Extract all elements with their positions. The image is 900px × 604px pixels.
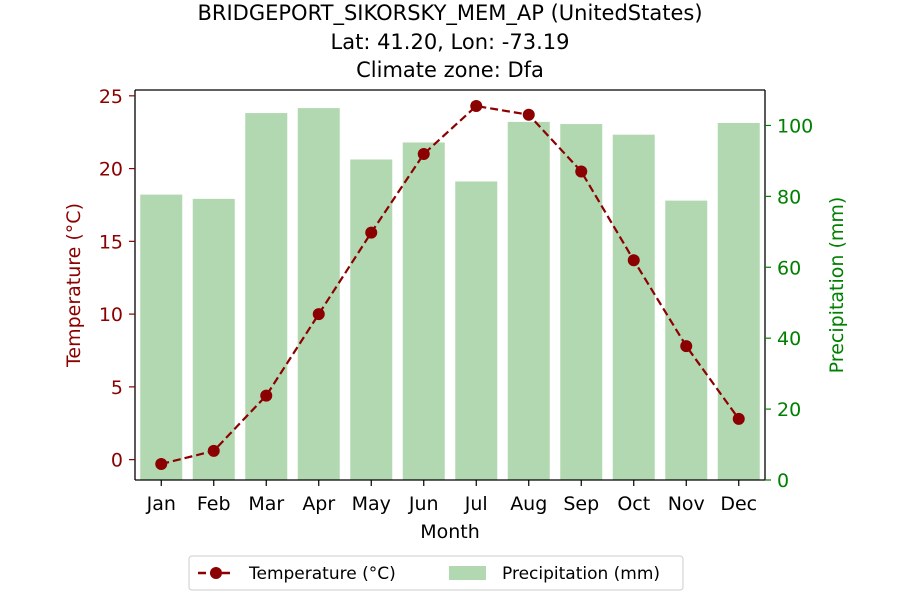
y-left-tick-label-15: 15 — [99, 231, 123, 253]
y-left-tick-label-10: 10 — [99, 304, 123, 326]
temperature-point-jul — [470, 100, 483, 113]
x-tick-label-jul: Jul — [464, 493, 488, 515]
legend-temperature-marker — [210, 567, 222, 579]
title-line-2: Lat: 41.20, Lon: -73.19 — [331, 30, 570, 54]
precipitation-bar-jul — [455, 181, 498, 481]
title-line-1: BRIDGEPORT_SIKORSKY_MEM_AP (UnitedStates… — [197, 1, 702, 26]
legend-temperature-label: Temperature (°C) — [248, 564, 396, 584]
temperature-point-jun — [417, 148, 430, 161]
x-tick-label-nov: Nov — [668, 493, 705, 515]
x-tick-label-feb: Feb — [197, 493, 231, 515]
temperature-point-may — [365, 226, 378, 239]
x-tick-label-apr: Apr — [302, 493, 335, 515]
x-tick-label-dec: Dec — [720, 493, 757, 515]
temperature-point-mar — [260, 389, 273, 402]
y-axis-right-label: Precipitation (mm) — [826, 197, 848, 374]
x-tick-label-may: May — [352, 493, 391, 515]
precipitation-bar-may — [350, 159, 393, 480]
y-left-tick-label-25: 25 — [99, 86, 123, 108]
axes: Jan Feb Mar Apr May Jun Jul Aug Sep Oct Nov Dec 0 5 10… — [99, 86, 813, 515]
y-right-tick-label-20: 20 — [777, 399, 801, 421]
precipitation-bar-jun — [402, 142, 445, 481]
legend-frame — [188, 555, 684, 591]
y-right-tick-label-60: 60 — [777, 257, 801, 279]
temperature-point-oct — [627, 254, 640, 267]
y-right-tick-label-0: 0 — [777, 470, 789, 492]
precipitation-bar-feb — [192, 198, 235, 480]
y-right-tick-label-40: 40 — [777, 328, 801, 350]
x-tick-label-aug: Aug — [510, 493, 547, 515]
temperature-point-dec — [732, 412, 745, 425]
x-tick-label-jun: Jun — [408, 493, 439, 515]
x-tick-label-sep: Sep — [563, 493, 599, 515]
temperature-point-nov — [680, 340, 693, 353]
chart-title: BRIDGEPORT_SIKORSKY_MEM_AP (UnitedStates… — [197, 1, 702, 82]
legend-precipitation-swatch — [449, 566, 486, 580]
y-left-tick-label-0: 0 — [111, 450, 123, 472]
title-line-3: Climate zone: Dfa — [356, 58, 544, 82]
x-tick-label-mar: Mar — [248, 493, 284, 515]
precipitation-bar-apr — [297, 108, 340, 480]
y-right-tick-label-100: 100 — [777, 115, 813, 137]
precipitation-bars — [140, 108, 760, 481]
y-axis-left-label: Temperature (°C) — [63, 203, 85, 368]
x-tick-label-oct: Oct — [617, 493, 650, 515]
precipitation-bar-dec — [717, 122, 760, 481]
temperature-point-feb — [207, 444, 220, 457]
legend: Temperature (°C) Precipitation (mm) — [188, 555, 684, 591]
temperature-line — [155, 100, 745, 470]
temperature-point-aug — [522, 108, 535, 121]
legend-precipitation-label: Precipitation (mm) — [502, 564, 660, 584]
temperature-point-apr — [312, 308, 325, 321]
precipitation-bar-sep — [560, 124, 603, 480]
x-tick-label-jan: Jan — [146, 493, 176, 515]
y-left-tick-label-20: 20 — [99, 159, 123, 181]
precipitation-bar-mar — [245, 113, 288, 480]
y-left-tick-label-5: 5 — [111, 377, 123, 399]
precipitation-bar-oct — [612, 134, 655, 480]
temperature-point-sep — [575, 165, 588, 178]
precipitation-bar-jan — [140, 194, 183, 480]
precipitation-bar-aug — [507, 121, 550, 480]
temperature-point-jan — [155, 457, 168, 470]
x-axis-label: Month — [420, 521, 480, 543]
y-right-tick-label-80: 80 — [777, 186, 801, 208]
